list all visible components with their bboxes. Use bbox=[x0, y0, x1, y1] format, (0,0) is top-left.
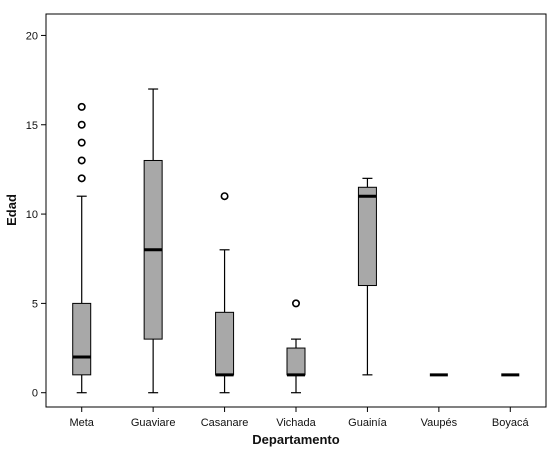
outlier-point bbox=[220, 192, 229, 201]
y-tick-label: 0 bbox=[32, 388, 38, 400]
x-tick-label-7: Boyacá bbox=[492, 417, 530, 429]
box-3 bbox=[215, 192, 235, 394]
box-body bbox=[357, 186, 377, 287]
box-2 bbox=[143, 88, 163, 394]
x-axis-title: Departamento bbox=[252, 432, 339, 447]
y-tick-label: 10 bbox=[26, 209, 38, 221]
x-tick-label-3: Casanare bbox=[201, 417, 249, 429]
box-5 bbox=[357, 177, 377, 376]
boxes-layer bbox=[72, 88, 520, 394]
y-axis: 0 5 10 15 20 bbox=[26, 30, 46, 400]
outlier-point bbox=[77, 102, 86, 111]
box-body bbox=[215, 311, 235, 376]
outlier-point bbox=[77, 120, 86, 129]
y-tick-label: 5 bbox=[32, 298, 38, 310]
outlier-point bbox=[291, 299, 300, 308]
x-tick-label-1: Meta bbox=[69, 417, 94, 429]
box-4 bbox=[286, 299, 306, 394]
y-tick-label: 15 bbox=[26, 120, 38, 132]
y-axis-title: Edad bbox=[4, 194, 19, 226]
outlier-point bbox=[77, 174, 86, 183]
outlier-point bbox=[77, 138, 86, 147]
y-tick-label: 20 bbox=[26, 30, 38, 42]
outlier-point bbox=[77, 156, 86, 165]
x-tick-label-5: Guainía bbox=[348, 417, 387, 429]
x-tick-label-2: Guaviare bbox=[131, 417, 176, 429]
x-tick-label-4: Vichada bbox=[276, 417, 316, 429]
box-body bbox=[286, 347, 306, 376]
x-tick-label-6: Vaupés bbox=[421, 417, 458, 429]
box-1 bbox=[72, 102, 92, 394]
x-axis: Meta Guaviare Casanare Vichada Guainía Vaupés… bbox=[69, 407, 530, 429]
box-body bbox=[72, 302, 92, 376]
